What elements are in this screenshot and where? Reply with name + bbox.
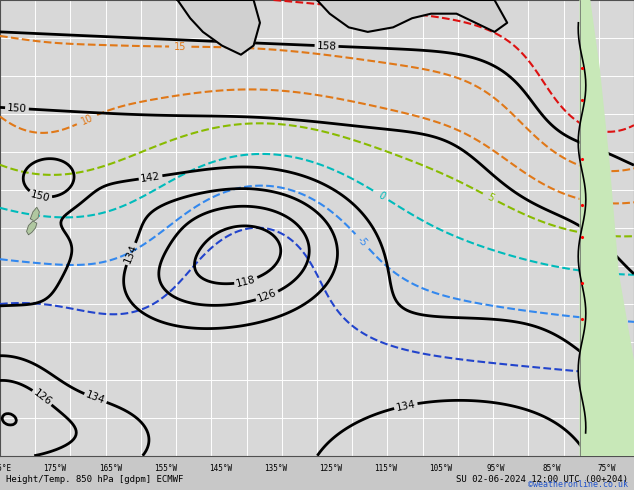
Text: 118: 118 bbox=[235, 274, 257, 289]
Text: 95°W: 95°W bbox=[487, 465, 505, 473]
Text: 165°W: 165°W bbox=[99, 465, 122, 473]
Text: 150: 150 bbox=[7, 103, 27, 114]
Text: 0: 0 bbox=[377, 190, 387, 202]
Text: 20: 20 bbox=[347, 2, 361, 13]
Text: 75°W: 75°W bbox=[597, 465, 616, 473]
Polygon shape bbox=[30, 207, 39, 221]
Text: 134: 134 bbox=[395, 399, 417, 413]
Text: 10: 10 bbox=[79, 112, 94, 126]
Polygon shape bbox=[27, 221, 37, 235]
Polygon shape bbox=[580, 0, 634, 456]
Text: ©weatheronline.co.uk: ©weatheronline.co.uk bbox=[527, 480, 628, 490]
Text: 85°W: 85°W bbox=[542, 465, 560, 473]
Text: SU 02-06-2024 12:00 UTC (00+204): SU 02-06-2024 12:00 UTC (00+204) bbox=[456, 475, 628, 484]
Text: 150: 150 bbox=[30, 189, 51, 203]
Text: 15: 15 bbox=[174, 42, 186, 51]
Text: 142: 142 bbox=[140, 171, 161, 184]
Text: 155°W: 155°W bbox=[154, 465, 177, 473]
Text: 175°W: 175°W bbox=[44, 465, 67, 473]
Text: 126: 126 bbox=[31, 388, 53, 407]
Text: 134: 134 bbox=[122, 243, 139, 265]
Text: Height/Temp. 850 hPa [gdpm] ECMWF: Height/Temp. 850 hPa [gdpm] ECMWF bbox=[6, 475, 184, 484]
Text: -5: -5 bbox=[355, 234, 369, 248]
Text: 105°W: 105°W bbox=[429, 465, 453, 473]
Text: -10: -10 bbox=[583, 367, 600, 378]
Text: 134: 134 bbox=[84, 390, 107, 406]
Text: 115°W: 115°W bbox=[374, 465, 398, 473]
Polygon shape bbox=[178, 0, 260, 55]
Text: 175°E: 175°E bbox=[0, 465, 11, 473]
Polygon shape bbox=[317, 0, 507, 32]
Text: 126: 126 bbox=[256, 288, 278, 304]
Text: 135°W: 135°W bbox=[264, 465, 287, 473]
Text: 158: 158 bbox=[316, 41, 337, 51]
Text: 5: 5 bbox=[486, 192, 496, 203]
Text: 125°W: 125°W bbox=[320, 465, 342, 473]
Text: 145°W: 145°W bbox=[209, 465, 232, 473]
